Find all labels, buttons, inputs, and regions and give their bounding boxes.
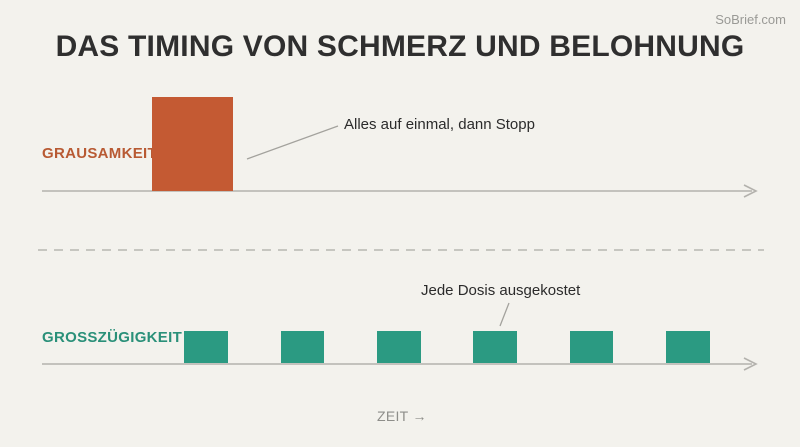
- generosity-pulse-4: [473, 331, 517, 363]
- generosity-label: GROSSZÜGIGKEIT: [42, 329, 183, 346]
- generosity-annotation: Jede Dosis ausgekostet: [421, 282, 581, 299]
- generosity-annotation-pointer: [499, 302, 510, 327]
- cruelty-timeline-arrowhead: [743, 184, 758, 198]
- generosity-pulse-6: [666, 331, 710, 363]
- generosity-pulse-2: [281, 331, 324, 363]
- cruelty-pulse-block: [152, 97, 233, 191]
- generosity-timeline-arrowhead: [743, 357, 758, 371]
- watermark: SoBrief.com: [715, 12, 786, 27]
- generosity-pulses: [184, 331, 710, 363]
- generosity-pulse-1: [184, 331, 228, 363]
- generosity-pulse-3: [377, 331, 421, 363]
- cruelty-annotation-pointer: [246, 125, 339, 160]
- page-title: DAS TIMING VON SCHMERZ UND BELOHNUNG: [55, 30, 745, 63]
- cruelty-annotation: Alles auf einmal, dann Stopp: [344, 116, 535, 133]
- time-axis-label: ZEIT →: [377, 408, 427, 424]
- generosity-pulse-5: [570, 331, 613, 363]
- cruelty-label: GRAUSAMKEIT: [42, 145, 157, 162]
